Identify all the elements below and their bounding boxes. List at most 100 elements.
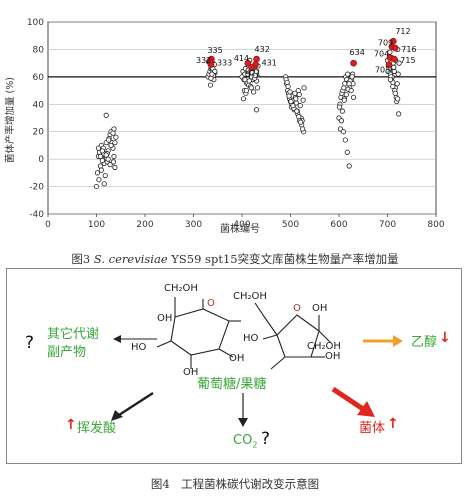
data-point — [93, 183, 100, 190]
data-point — [344, 149, 350, 155]
data-point — [252, 72, 258, 79]
strain-label: 715 — [400, 56, 415, 65]
fructose-ring-oxygen-label: O — [293, 303, 301, 314]
co2-text: CO — [233, 433, 253, 448]
highlighted-point — [390, 55, 398, 63]
data-point — [301, 85, 307, 91]
data-point — [110, 159, 117, 165]
strain-label: 332 — [196, 56, 211, 65]
data-point — [349, 74, 355, 80]
data-point — [107, 162, 113, 168]
biomass-scatter-chart: -40 -20 0 20 40 60 80 100 0 100 200 300 400 500 600 700… — [4, 18, 445, 235]
y-tick-label: 100 — [27, 18, 44, 28]
x-axis-label: 菌株编号 — [220, 222, 260, 235]
data-point — [350, 94, 357, 101]
fructose-ch2oh-label-2: CH₂OH — [307, 341, 341, 352]
data-point — [105, 156, 111, 162]
fructose-ho-label: HO — [243, 333, 259, 344]
strain-label: 634 — [350, 48, 365, 57]
data-point — [209, 71, 215, 77]
strain-label: 335 — [207, 46, 222, 55]
data-point — [336, 104, 343, 110]
ethanol-down-arrow: ↓ — [439, 330, 451, 346]
ethanol-label: 乙醇 — [411, 335, 438, 350]
data-point — [94, 170, 101, 176]
data-point — [297, 103, 303, 109]
data-point — [294, 108, 300, 114]
data-point — [111, 153, 117, 159]
data-point — [396, 111, 402, 117]
figure-3-number: 图3 — [71, 252, 91, 266]
byproducts-question-mark: ? — [25, 333, 35, 353]
fructose-oh-label-1: OH — [312, 303, 328, 314]
strain-label: 414 — [234, 54, 249, 63]
data-point — [96, 177, 102, 183]
data-point — [298, 119, 304, 125]
glucose-ring-oxygen-label: O — [207, 298, 215, 309]
data-point — [106, 137, 112, 143]
arrow-to-ethanol — [363, 335, 403, 347]
data-point — [242, 77, 248, 83]
glucose-ho-label: HO — [131, 342, 147, 353]
highlighted-point — [253, 55, 260, 63]
carbon-metabolism-diagram: CH₂OH O OH HO OH OH CH₂OH O OH HO OH CH₂… — [6, 268, 462, 464]
fructose-structure — [254, 302, 332, 370]
glucose-oh-label-1: OH — [157, 313, 173, 324]
data-point — [341, 97, 347, 103]
x-tick-label: 100 — [88, 220, 105, 230]
x-tick-label: 600 — [330, 220, 347, 230]
strain-label: 431 — [262, 59, 277, 68]
byproducts-label-line2: 副产物 — [47, 345, 87, 360]
figure-4-caption: 图4 工程菌株碳代谢改变示意图 — [150, 477, 320, 491]
data-point — [292, 90, 298, 96]
y-tick-label: 0 — [38, 155, 44, 165]
byproducts-label-line1: 其它代谢 — [47, 327, 100, 342]
x-tick-label: 500 — [282, 220, 299, 230]
data-point — [348, 87, 354, 94]
arrow-to-biomass — [331, 386, 375, 417]
glucose-fructose-label: 葡萄糖/果糖 — [197, 377, 267, 392]
data-point — [346, 163, 352, 169]
data-point — [99, 148, 105, 154]
highlighted-point — [385, 61, 393, 68]
glucose-oh-label-3: OH — [229, 353, 245, 364]
data-point — [387, 77, 394, 83]
y-tick-label: -40 — [29, 210, 44, 220]
data-point — [293, 96, 299, 102]
data-point — [392, 90, 398, 96]
arrow-to-byproducts — [113, 335, 157, 343]
x-tick-label: 200 — [136, 220, 153, 230]
data-point — [391, 64, 397, 70]
strain-label: 712 — [395, 27, 410, 36]
data-point — [290, 103, 296, 109]
y-tick-label: 40 — [33, 100, 45, 110]
data-point — [112, 164, 118, 170]
data-point — [207, 82, 214, 88]
strain-label: 432 — [255, 45, 270, 54]
strain-label: 333 — [217, 59, 232, 68]
glucose-oh-label-2: OH — [183, 367, 199, 378]
data-point — [341, 85, 347, 91]
data-point — [346, 81, 352, 87]
data-point — [287, 89, 293, 95]
data-point — [300, 126, 306, 132]
highlighted-point — [248, 63, 255, 71]
strain-label: 421 — [246, 68, 261, 77]
x-tick-label: 700 — [379, 220, 396, 230]
data-point — [345, 71, 351, 77]
data-point — [396, 60, 402, 66]
data-point — [286, 93, 292, 99]
arrow-to-volatile-acid — [111, 391, 154, 421]
data-point — [111, 126, 117, 132]
data-point — [101, 181, 107, 187]
species-name: S. cerevisiae — [93, 252, 168, 266]
x-tick-label: 800 — [427, 220, 444, 230]
data-point — [391, 68, 397, 74]
figure-3-caption: 图3 S. cerevisiae YS59 spt15突变文库菌株生物量产率增加… — [0, 251, 470, 267]
data-point — [97, 153, 103, 159]
highlighted-point — [244, 59, 252, 67]
data-point — [385, 68, 391, 74]
data-point — [246, 78, 252, 84]
data-point — [110, 130, 116, 136]
co2-subscript: 2 — [252, 440, 258, 450]
